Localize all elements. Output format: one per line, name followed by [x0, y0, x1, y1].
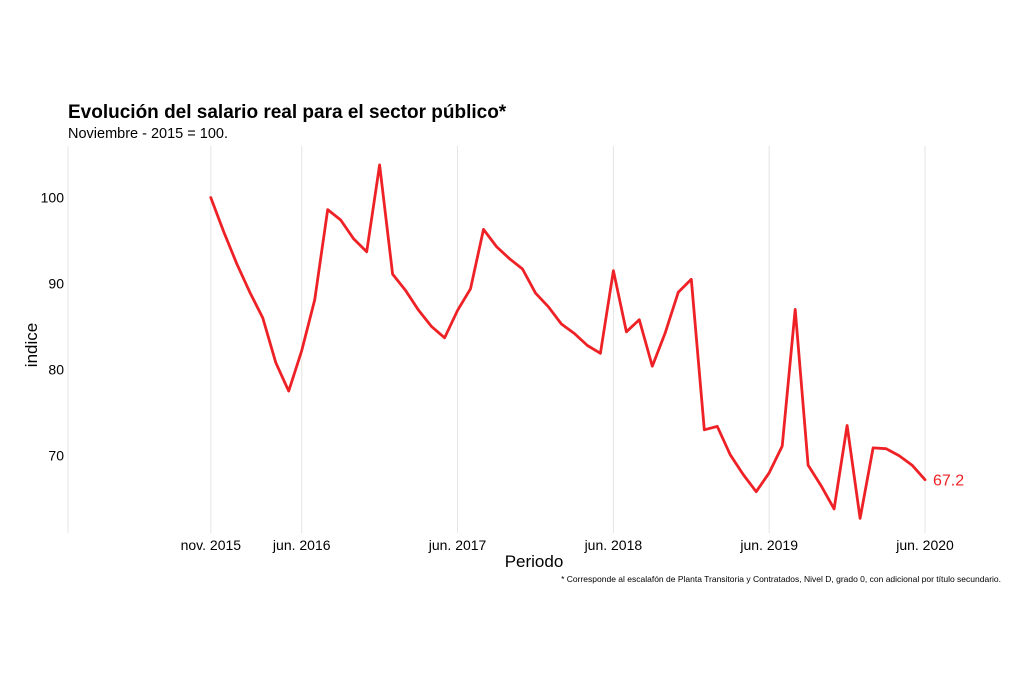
x-tick-label: jun. 2017 — [428, 537, 487, 553]
x-axis-title: Periodo — [505, 552, 564, 571]
y-axis-title: indice — [22, 323, 41, 367]
y-axis-tick-labels: 70 80 90 100 — [41, 190, 65, 464]
vertical-gridlines — [67, 146, 926, 533]
chart-subtitle: Noviembre - 2015 = 100. — [68, 126, 228, 142]
x-axis-tick-labels: nov. 2015 jun. 2016 jun. 2017 jun. 2018 jun.… — [181, 537, 954, 553]
x-tick-label: jun. 2020 — [895, 537, 954, 553]
y-tick-label: 100 — [41, 190, 65, 206]
series-line-salario-real — [209, 163, 927, 520]
x-tick-label: nov. 2015 — [181, 537, 242, 553]
y-tick-label: 70 — [48, 448, 64, 464]
chart-title: Evolución del salario real para el secto… — [68, 102, 507, 123]
x-tick-label: jun. 2018 — [584, 537, 643, 553]
footnote: * Corresponde al escalafón de Planta Tra… — [561, 574, 1001, 584]
x-tick-label: jun. 2019 — [739, 537, 798, 553]
x-tick-label: jun. 2016 — [272, 537, 331, 553]
y-tick-label: 90 — [48, 276, 64, 292]
last-value-label: 67.2 — [933, 473, 964, 490]
y-tick-label: 80 — [48, 362, 64, 378]
